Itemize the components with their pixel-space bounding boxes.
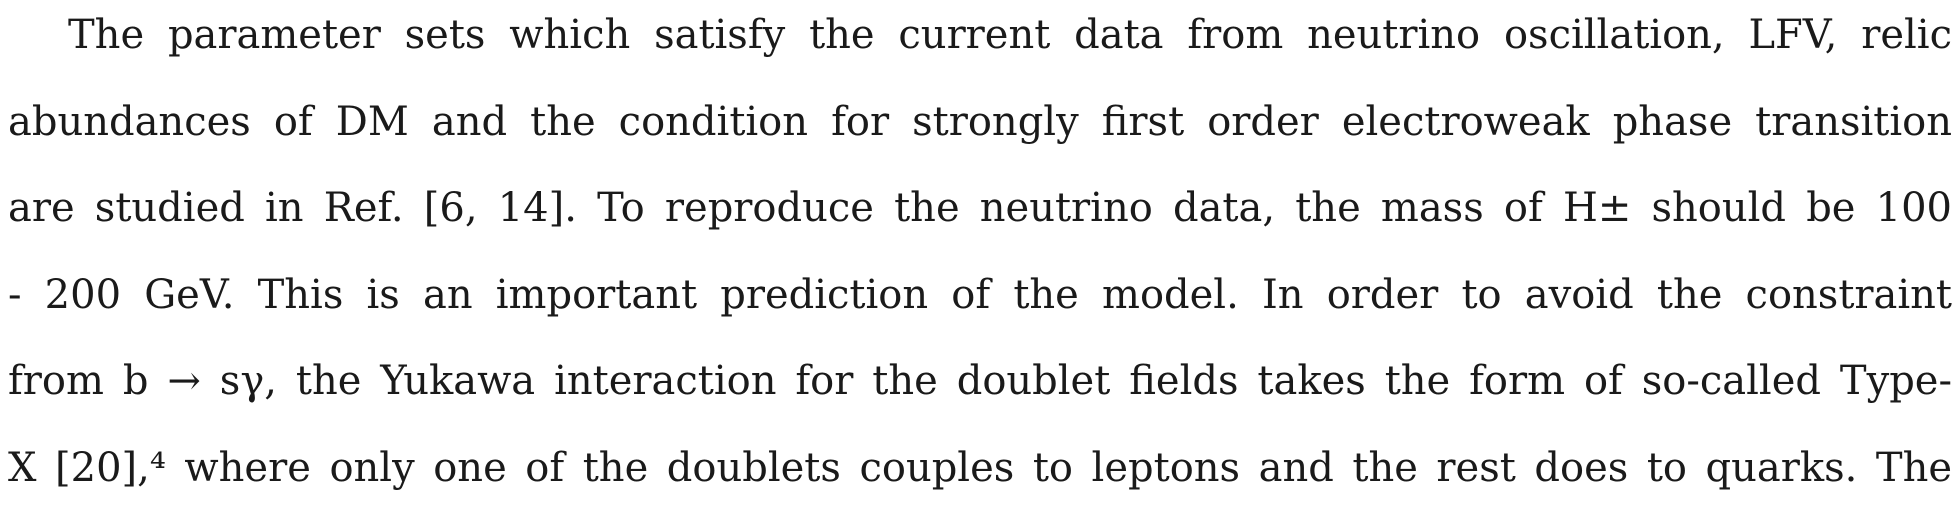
text-line-1: The parameter sets which satisfy the cur… (68, 12, 1952, 58)
paragraph: The parameter sets which satisfy the cur… (8, 0, 1952, 503)
text-line-4: - 200 GeV. This is an important predicti… (8, 271, 1952, 318)
text-line-5: from b → sγ, the Yukawa interaction for … (8, 358, 1952, 404)
text-line-3: are studied in Ref. [6, 14]. To reproduc… (8, 185, 1952, 231)
text-line-2: abundances of DM and the condition for s… (8, 98, 1952, 145)
text-line-6: X [20],⁴ where only one of the doublets … (8, 444, 1952, 491)
paper-body: The parameter sets which satisfy the cur… (8, 0, 1952, 503)
